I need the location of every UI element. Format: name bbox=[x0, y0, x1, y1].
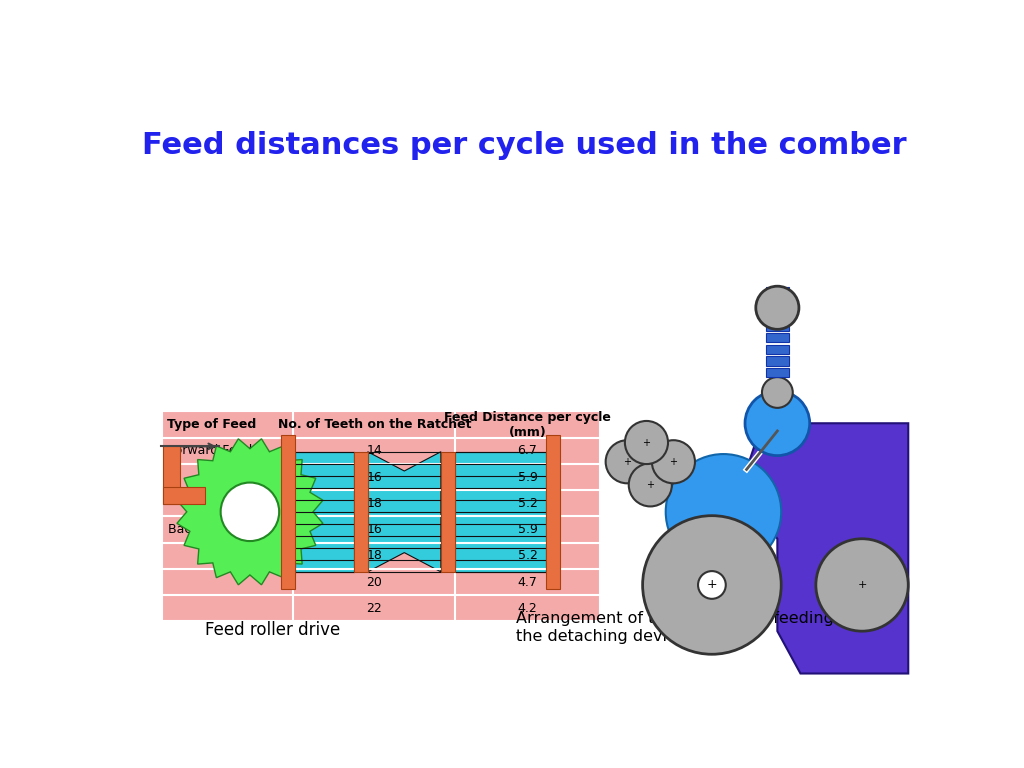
Circle shape bbox=[816, 539, 908, 631]
Circle shape bbox=[643, 515, 781, 654]
FancyBboxPatch shape bbox=[766, 322, 788, 331]
FancyBboxPatch shape bbox=[766, 287, 788, 296]
Text: Feed roller drive: Feed roller drive bbox=[206, 621, 341, 639]
Text: 16: 16 bbox=[367, 471, 382, 484]
Circle shape bbox=[625, 421, 668, 464]
FancyBboxPatch shape bbox=[766, 333, 788, 343]
Text: Feed Distance per cycle
(mm): Feed Distance per cycle (mm) bbox=[444, 411, 611, 439]
Circle shape bbox=[666, 454, 781, 570]
Polygon shape bbox=[746, 423, 908, 674]
Text: 4.2: 4.2 bbox=[517, 602, 538, 615]
Circle shape bbox=[762, 377, 793, 408]
Text: 6.7: 6.7 bbox=[517, 445, 538, 458]
Circle shape bbox=[652, 440, 695, 483]
FancyBboxPatch shape bbox=[766, 368, 788, 377]
Text: 18: 18 bbox=[367, 549, 382, 562]
FancyBboxPatch shape bbox=[295, 452, 354, 572]
Circle shape bbox=[629, 463, 672, 506]
Text: 16: 16 bbox=[367, 523, 382, 536]
FancyBboxPatch shape bbox=[766, 356, 788, 366]
FancyBboxPatch shape bbox=[281, 435, 295, 589]
Text: No. of Teeth on the Ratchet: No. of Teeth on the Ratchet bbox=[278, 418, 471, 431]
FancyBboxPatch shape bbox=[441, 452, 455, 572]
Text: +: + bbox=[857, 580, 866, 590]
FancyBboxPatch shape bbox=[354, 452, 368, 572]
FancyBboxPatch shape bbox=[766, 345, 788, 354]
FancyBboxPatch shape bbox=[163, 446, 180, 504]
FancyBboxPatch shape bbox=[455, 452, 547, 572]
Text: 14: 14 bbox=[367, 445, 382, 458]
Text: +: + bbox=[642, 438, 650, 448]
Text: Type of Feed: Type of Feed bbox=[167, 418, 256, 431]
Circle shape bbox=[756, 286, 799, 329]
FancyBboxPatch shape bbox=[766, 310, 788, 319]
Text: Arrangement of the nipper, the feeding and
the detaching device: Arrangement of the nipper, the feeding a… bbox=[515, 611, 869, 644]
Text: Feed distances per cycle used in the comber: Feed distances per cycle used in the com… bbox=[142, 131, 907, 160]
Polygon shape bbox=[177, 439, 323, 584]
FancyBboxPatch shape bbox=[766, 299, 788, 308]
Circle shape bbox=[745, 391, 810, 455]
Text: 18: 18 bbox=[367, 497, 382, 510]
Text: Backward Feed: Backward Feed bbox=[168, 523, 264, 536]
Text: +: + bbox=[646, 480, 654, 490]
Text: +: + bbox=[707, 578, 717, 591]
FancyBboxPatch shape bbox=[163, 487, 205, 504]
Text: 4.7: 4.7 bbox=[517, 575, 538, 588]
Text: 22: 22 bbox=[367, 602, 382, 615]
Text: 5.2: 5.2 bbox=[517, 549, 538, 562]
Text: 20: 20 bbox=[367, 575, 382, 588]
Polygon shape bbox=[368, 452, 441, 572]
Text: +: + bbox=[670, 457, 678, 467]
FancyBboxPatch shape bbox=[162, 412, 600, 621]
Text: 5.2: 5.2 bbox=[517, 497, 538, 510]
Text: Forward Feed: Forward Feed bbox=[168, 445, 253, 458]
Text: +: + bbox=[624, 457, 631, 467]
Circle shape bbox=[605, 440, 649, 483]
Text: 5.9: 5.9 bbox=[517, 471, 538, 484]
Circle shape bbox=[698, 571, 726, 599]
FancyBboxPatch shape bbox=[547, 435, 560, 589]
Circle shape bbox=[220, 482, 280, 541]
Text: 5.9: 5.9 bbox=[517, 523, 538, 536]
